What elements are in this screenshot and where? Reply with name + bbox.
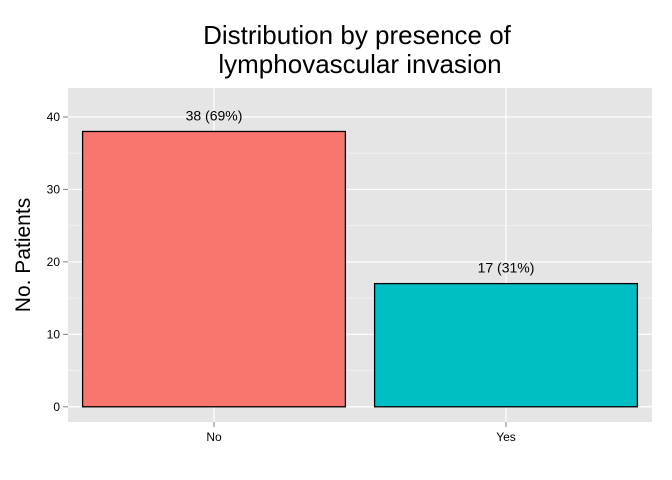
chart-title-line-1: Distribution by presence of [203,20,512,50]
chart-title-line-2: lymphovascular invasion [218,49,501,79]
y-tick-label: 10 [47,327,61,341]
x-axis: No Yes [206,422,516,444]
y-tick-label: 0 [53,400,60,414]
x-tick-label: Yes [496,430,516,444]
bar-value-label: 17 (31%) [478,260,535,276]
y-axis: 0 10 20 30 40 [47,110,68,414]
bar-no [81,130,347,408]
bar-value-label: 38 (69%) [186,107,243,123]
bars: 38 (69%) 17 (31%) [81,107,639,408]
y-tick-label: 30 [47,182,61,196]
bar-yes [373,282,639,408]
x-tick-label: No [206,430,222,444]
y-tick-label: 40 [47,110,61,124]
y-tick-label: 20 [47,255,61,269]
y-axis-label: No. Patients [12,198,35,312]
